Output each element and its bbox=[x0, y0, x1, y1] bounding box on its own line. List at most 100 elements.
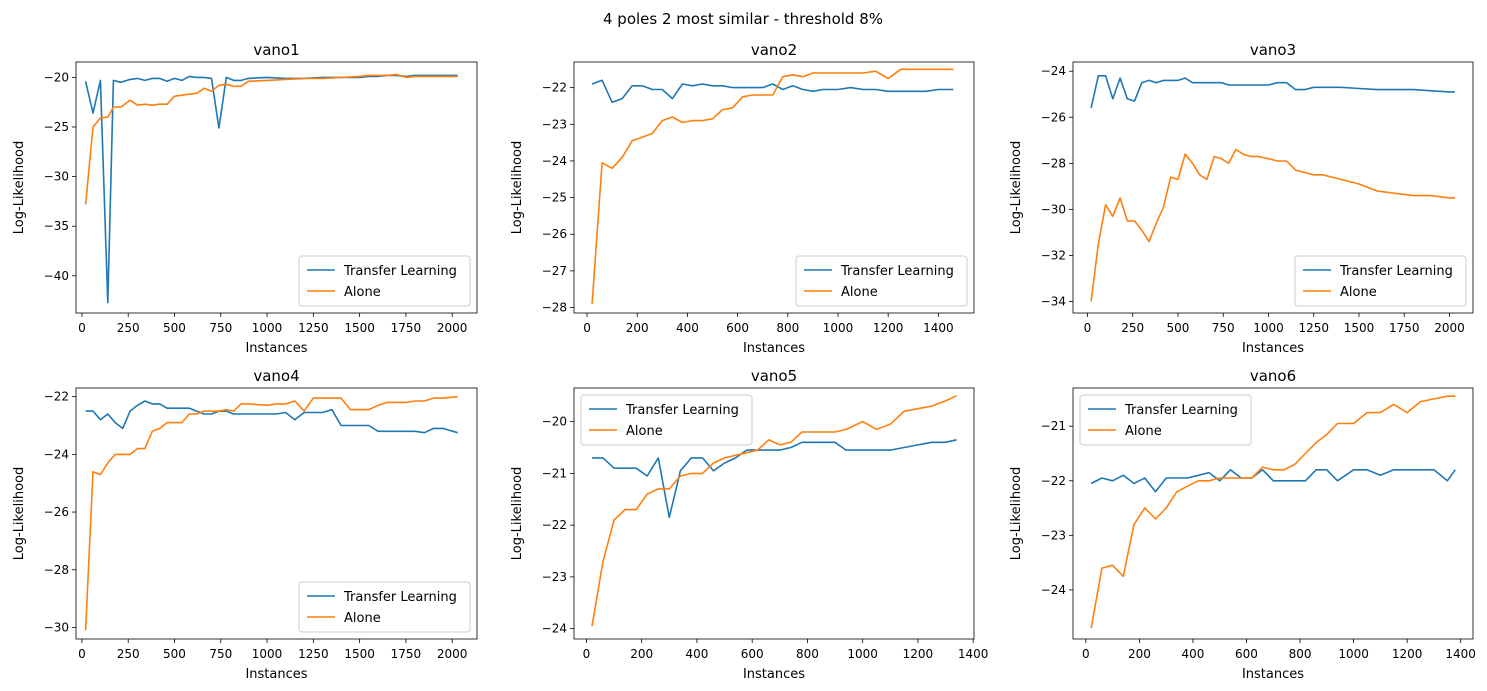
y-tick-label: −22 bbox=[44, 390, 69, 404]
x-tick-label: 400 bbox=[685, 647, 708, 661]
legend-box bbox=[298, 581, 471, 633]
series-line-alone bbox=[84, 73, 458, 205]
series-line-alone bbox=[591, 395, 957, 627]
x-tick-label: 250 bbox=[1121, 321, 1144, 335]
x-tick-label: 1000 bbox=[823, 321, 854, 335]
y-tick-label: −40 bbox=[44, 269, 69, 283]
legend-entry: Transfer Learning bbox=[840, 264, 954, 279]
plot-frame bbox=[75, 387, 478, 640]
legend: Transfer Learning Alone bbox=[298, 581, 471, 633]
x-tick-label: 800 bbox=[796, 647, 819, 661]
subplot-vano3: vano3 Instances Log-Likelihood 0 250 500 750 10… bbox=[1009, 41, 1474, 356]
legend: Transfer Learning Alone bbox=[1294, 255, 1467, 307]
x-tick-label: 1400 bbox=[1445, 647, 1476, 661]
subplot-title: vano2 bbox=[751, 41, 797, 59]
subplot-vano1: vano1 Instances Log-Likelihood 0 250 500 750 10… bbox=[12, 41, 478, 356]
legend-entry: Transfer Learning bbox=[343, 590, 457, 605]
x-axis-label: Instances bbox=[1242, 667, 1304, 682]
plot-frame bbox=[573, 61, 975, 314]
x-tick-label: 500 bbox=[163, 647, 186, 661]
plot-frame bbox=[75, 61, 478, 314]
x-tick-label: 750 bbox=[1212, 321, 1235, 335]
y-tick-label: −34 bbox=[1041, 294, 1066, 308]
x-tick-label: 1500 bbox=[1344, 321, 1375, 335]
x-tick-label: 1000 bbox=[1338, 647, 1369, 661]
series-line-alone bbox=[591, 68, 954, 304]
legend-entry: Transfer Learning bbox=[625, 403, 739, 418]
y-tick-label: −35 bbox=[44, 219, 69, 233]
x-tick-label: 1000 bbox=[252, 647, 283, 661]
x-tick-label: 1000 bbox=[252, 321, 283, 335]
series-line-transfer-learning bbox=[85, 400, 458, 434]
legend-entry: Transfer Learning bbox=[1339, 264, 1453, 279]
x-tick-label: 1000 bbox=[847, 647, 878, 661]
y-tick-label: −22 bbox=[1041, 474, 1066, 488]
subplot-vano5: vano5 Instances Log-Likelihood 0 200 400 600 80… bbox=[510, 367, 988, 682]
x-tick-label: 500 bbox=[1167, 321, 1190, 335]
y-tick-label: −24 bbox=[542, 154, 567, 168]
legend-box bbox=[1294, 255, 1467, 307]
x-tick-label: 1200 bbox=[1392, 647, 1423, 661]
y-axis-label: Log-Likelihood bbox=[12, 141, 27, 234]
x-tick-label: 1250 bbox=[298, 321, 329, 335]
x-tick-label: 1200 bbox=[903, 647, 934, 661]
legend-box bbox=[298, 255, 471, 307]
y-tick-label: −21 bbox=[1041, 419, 1066, 433]
x-tick-label: 400 bbox=[1181, 647, 1204, 661]
x-axis-label: Instances bbox=[245, 667, 307, 682]
series-line-alone bbox=[1090, 395, 1456, 629]
subplot-title: vano5 bbox=[751, 367, 797, 385]
x-tick-label: 500 bbox=[163, 321, 186, 335]
series-line-transfer-learning bbox=[591, 79, 954, 104]
x-tick-label: 200 bbox=[626, 321, 649, 335]
legend-entry: Alone bbox=[344, 285, 381, 300]
x-tick-label: 250 bbox=[117, 321, 140, 335]
series-line-transfer-learning bbox=[1090, 468, 1456, 493]
legend-entry: Transfer Learning bbox=[1124, 403, 1238, 418]
plot-frame bbox=[1072, 387, 1474, 640]
y-tick-label: −20 bbox=[542, 415, 567, 429]
legend: Transfer Learning Alone bbox=[298, 255, 471, 307]
x-tick-label: 600 bbox=[741, 647, 764, 661]
legend-entry: Alone bbox=[626, 424, 663, 439]
y-tick-label: −26 bbox=[1041, 110, 1066, 124]
x-tick-label: 1250 bbox=[1298, 321, 1329, 335]
y-tick-label: −30 bbox=[1041, 202, 1066, 216]
subplot-vano2: vano2 Instances Log-Likelihood 0 200 400 600 80… bbox=[510, 41, 975, 356]
legend-box bbox=[1079, 394, 1252, 446]
x-tick-label: 400 bbox=[676, 321, 699, 335]
legend-entry: Alone bbox=[1340, 285, 1377, 300]
x-tick-label: 1750 bbox=[391, 321, 422, 335]
legend-entry: Alone bbox=[841, 285, 878, 300]
x-tick-label: 200 bbox=[1128, 647, 1151, 661]
x-tick-label: 1500 bbox=[344, 647, 375, 661]
x-tick-label: 1750 bbox=[391, 647, 422, 661]
x-tick-label: 1200 bbox=[873, 321, 904, 335]
subplot-grid: vano1 Instances Log-Likelihood 0 250 500 750 10… bbox=[12, 41, 1476, 682]
y-axis-label: Log-Likelihood bbox=[12, 467, 27, 560]
y-tick-label: −30 bbox=[44, 170, 69, 184]
subplot-vano6: vano6 Instances Log-Likelihood 0 200 400 600 80… bbox=[1009, 367, 1476, 682]
legend-box bbox=[580, 394, 753, 446]
y-tick-label: −24 bbox=[1041, 583, 1066, 597]
y-tick-label: −22 bbox=[542, 518, 567, 532]
x-tick-label: 1400 bbox=[958, 647, 989, 661]
x-tick-label: 0 bbox=[583, 647, 591, 661]
series-line-transfer-learning bbox=[592, 439, 957, 519]
y-tick-label: −24 bbox=[1041, 64, 1066, 78]
legend: Transfer Learning Alone bbox=[795, 255, 968, 307]
x-tick-label: 0 bbox=[78, 647, 86, 661]
x-tick-label: 2000 bbox=[437, 321, 468, 335]
series-line-alone bbox=[1090, 148, 1455, 302]
subplot-title: vano3 bbox=[1250, 41, 1296, 59]
x-tick-label: 600 bbox=[1235, 647, 1258, 661]
y-axis-label: Log-Likelihood bbox=[1009, 141, 1024, 234]
x-tick-label: 1400 bbox=[923, 321, 954, 335]
y-tick-label: −25 bbox=[44, 120, 69, 134]
x-tick-label: 250 bbox=[117, 647, 140, 661]
x-tick-label: 1250 bbox=[298, 647, 329, 661]
x-tick-label: 1750 bbox=[1389, 321, 1420, 335]
subplot-title: vano6 bbox=[1250, 367, 1296, 385]
y-tick-label: −27 bbox=[542, 264, 567, 278]
series-line-alone bbox=[84, 395, 458, 631]
